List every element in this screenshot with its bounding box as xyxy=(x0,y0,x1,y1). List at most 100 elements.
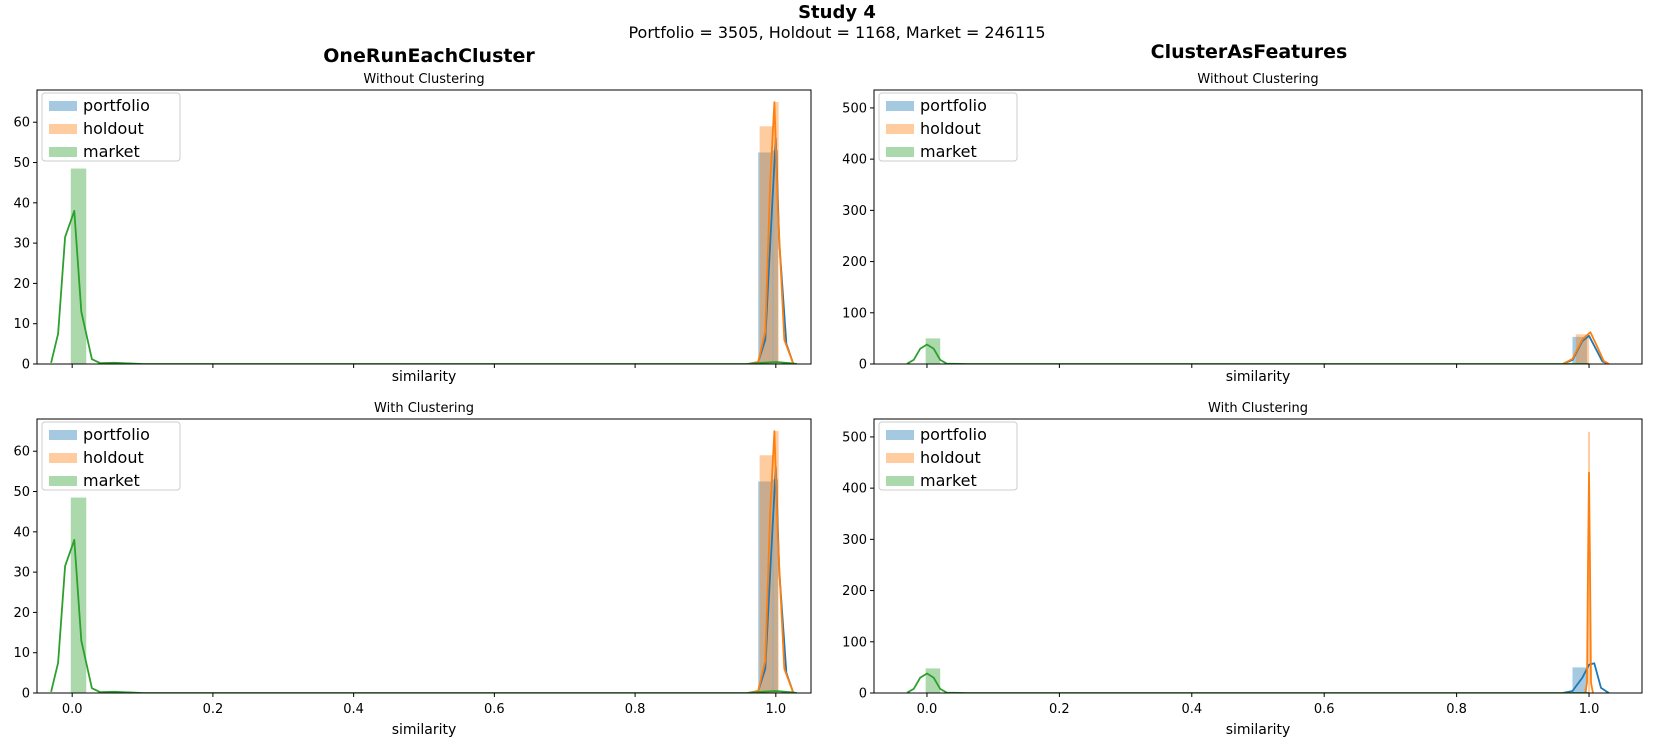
right-bottom-kde-line-holdout xyxy=(1584,471,1594,693)
left-top-ytick-label: 40 xyxy=(13,196,30,211)
left-top-legend-swatch-holdout xyxy=(49,124,77,134)
left-top-ytick-label: 0 xyxy=(22,358,30,373)
left-top-ytick-label: 60 xyxy=(13,116,30,131)
figure-subtitle: Portfolio = 3505, Holdout = 1168, Market… xyxy=(628,23,1045,42)
right-bottom-xtick-label: 0.6 xyxy=(1314,702,1335,717)
left-top-legend-swatch-market xyxy=(49,147,77,157)
left-bottom-legend-swatch-holdout xyxy=(49,453,77,463)
left-top-legend-label-holdout: holdout xyxy=(83,119,144,138)
right-bottom-kde-line-portfolio xyxy=(1562,662,1610,693)
right-top-bar-market-0 xyxy=(925,338,941,364)
right-top-plot-area xyxy=(906,331,1610,364)
left-bottom-xtick-label: 0.4 xyxy=(343,702,364,717)
left-bottom-ytick-label: 0 xyxy=(22,687,30,702)
left-top-ytick-label: 50 xyxy=(13,156,30,171)
right-top-title: Without Clustering xyxy=(1197,72,1318,87)
left-bottom-bar-portfolio-3 xyxy=(772,479,778,693)
right-bottom-ytick-label: 200 xyxy=(842,584,867,599)
left-bottom-legend-label-portfolio: portfolio xyxy=(83,425,150,444)
figure-suptitle: Study 4 xyxy=(798,2,876,23)
left-top-xlabel: similarity xyxy=(392,369,457,385)
left-top-axes-frame xyxy=(36,89,812,365)
left-bottom-bar-holdout-4 xyxy=(773,431,779,693)
left-top-bar-portfolio-3 xyxy=(772,150,778,364)
left-bottom-kde-line-market xyxy=(50,539,798,693)
left-bottom-legend: portfolio holdout market xyxy=(41,421,181,491)
right-top-legend-swatch-holdout xyxy=(886,124,914,134)
left-top-legend-swatch-portfolio xyxy=(49,101,77,111)
right-bottom-ytick-label: 400 xyxy=(842,482,867,497)
left-bottom-xtick-label: 0.2 xyxy=(203,702,224,717)
right-bottom-xtick-label: 0.4 xyxy=(1181,702,1202,717)
right-top-kde-line-market xyxy=(906,343,1589,364)
left-top-legend-label-portfolio: portfolio xyxy=(83,96,150,115)
left-bottom-legend-swatch-portfolio xyxy=(49,430,77,440)
right-bottom-ytick-label: 300 xyxy=(842,533,867,548)
left-bottom-ytick-label: 10 xyxy=(13,646,30,661)
right-bottom-xtick-label: 0.2 xyxy=(1049,702,1070,717)
right-bottom-legend-box xyxy=(878,421,1018,491)
left-bottom-xtick-label: 0.6 xyxy=(484,702,505,717)
right-top-legend-label-market: market xyxy=(920,142,977,161)
right-bottom-xtick-label: 0.8 xyxy=(1446,702,1467,717)
right-bottom-axes-frame xyxy=(873,418,1643,694)
left-top-plot-area xyxy=(50,101,798,364)
right-top-legend-label-holdout: holdout xyxy=(920,119,981,138)
right-top-ytick-label: 200 xyxy=(842,255,867,270)
right-top-xlabel: similarity xyxy=(1226,369,1291,385)
left-bottom-legend-label-holdout: holdout xyxy=(83,448,144,467)
left-bottom-legend-label-market: market xyxy=(83,471,140,490)
left-bottom-ytick-label: 20 xyxy=(13,606,30,621)
left-bottom-kde-line-holdout xyxy=(747,430,795,693)
right-bottom-bar-holdout-2 xyxy=(1588,431,1591,693)
right-top-legend-label-portfolio: portfolio xyxy=(920,96,987,115)
right-top-ytick-label: 500 xyxy=(842,101,867,116)
left-bottom-panel: With Clustering 0 10 20 30 40 50 60 0.0 0.2 0.4 0.6… xyxy=(13,401,812,738)
right-top-legend-swatch-portfolio xyxy=(886,101,914,111)
left-top-ytick-label: 30 xyxy=(13,237,30,252)
left-top-bar-holdout-4 xyxy=(773,102,779,364)
right-bottom-legend-swatch-market xyxy=(886,476,914,486)
right-bottom-legend: portfolio holdout market xyxy=(878,421,1018,491)
left-bottom-plot-area xyxy=(50,430,798,693)
right-top-legend-swatch-market xyxy=(886,147,914,157)
left-top-legend-box xyxy=(41,92,181,162)
right-bottom-ytick-label: 0 xyxy=(859,687,867,702)
left-bottom-legend-box xyxy=(41,421,181,491)
right-top-legend-box xyxy=(878,92,1018,162)
left-bottom-ytick-label: 40 xyxy=(13,525,30,540)
right-top-ytick-label: 300 xyxy=(842,204,867,219)
right-bottom-xlabel: similarity xyxy=(1226,722,1291,738)
right-bottom-legend-swatch-holdout xyxy=(886,453,914,463)
right-top-legend: portfolio holdout market xyxy=(878,92,1018,162)
right-top-bar-portfolio-1 xyxy=(1572,336,1588,364)
left-top-ytick-label: 20 xyxy=(13,277,30,292)
right-bottom-ytick-label: 100 xyxy=(842,635,867,650)
right-bottom-ytick-label: 500 xyxy=(842,430,867,445)
right-bottom-title: With Clustering xyxy=(1208,401,1308,416)
right-bottom-panel: With Clustering 0 100 200 300 400 500 0.0 0.2 0.4… xyxy=(842,401,1643,738)
left-column-title: OneRunEachCluster xyxy=(323,45,535,67)
right-top-ytick-label: 400 xyxy=(842,153,867,168)
right-bottom-legend-swatch-portfolio xyxy=(886,430,914,440)
left-top-kde-line-holdout xyxy=(747,101,795,364)
right-column-title: ClusterAsFeatures xyxy=(1151,41,1348,63)
left-bottom-ytick-label: 30 xyxy=(13,566,30,581)
left-bottom-legend-swatch-market xyxy=(49,476,77,486)
left-top-legend: portfolio holdout market xyxy=(41,92,181,162)
right-bottom-legend-label-market: market xyxy=(920,471,977,490)
right-top-axes-frame xyxy=(873,89,1643,365)
right-top-bar-holdout-2 xyxy=(1575,334,1590,364)
right-bottom-bar-market-0 xyxy=(925,668,941,693)
right-top-panel: Without Clustering 0 100 200 300 400 500 simila… xyxy=(842,72,1643,385)
left-top-ytick-label: 10 xyxy=(13,317,30,332)
right-bottom-xtick-label: 0.0 xyxy=(917,702,938,717)
right-bottom-legend-label-portfolio: portfolio xyxy=(920,425,987,444)
left-top-kde-line-market xyxy=(50,209,798,364)
left-top-panel: Without Clustering 0 10 20 30 40 50 60 similarit… xyxy=(13,72,812,385)
right-top-kde-line-holdout xyxy=(1562,331,1610,364)
left-bottom-ytick-label: 50 xyxy=(13,485,30,500)
right-bottom-kde-line-market xyxy=(906,672,1589,693)
